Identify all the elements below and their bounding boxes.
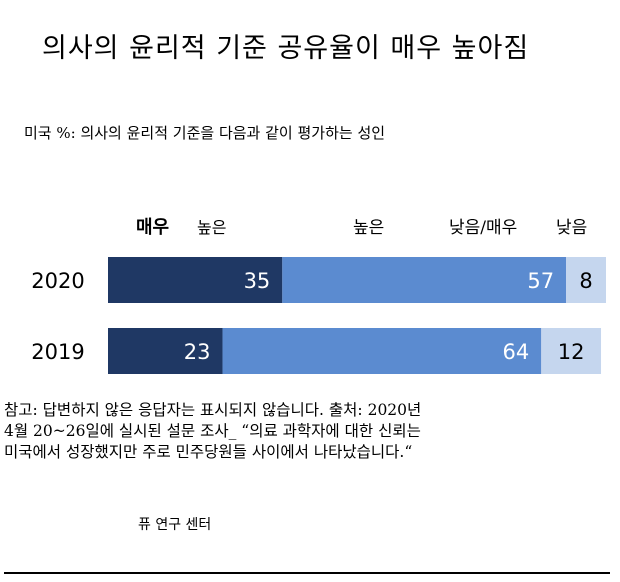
bar-segment bbox=[108, 257, 283, 303]
data-label: 64 bbox=[503, 340, 530, 364]
data-label: 8 bbox=[579, 269, 592, 293]
chart-title: 의사의 윤리적 기준 공유율이 매우 높아짐 bbox=[42, 33, 530, 64]
category-label: 2020 bbox=[31, 269, 84, 293]
legend-label: 낮음/매우 bbox=[449, 218, 517, 238]
notes: 참고: 답변하지 않은 응답자는 표시되지 않습니다. 출처: 2020년 4월… bbox=[4, 400, 616, 463]
note-line: 미국에서 성장했지만 주로 민주당원들 사이에서 나타났습니다.“ bbox=[4, 443, 413, 461]
legend-label: 높은 bbox=[197, 218, 226, 237]
bar-segment bbox=[222, 328, 542, 374]
bar-segment bbox=[566, 257, 606, 303]
legend-label: 매우 bbox=[136, 217, 169, 238]
legend-label: 낮음 bbox=[556, 218, 587, 238]
bar-segment bbox=[541, 328, 602, 374]
data-label: 12 bbox=[558, 340, 585, 364]
note-line: 참고: 답변하지 않은 응답자는 표시되지 않습니다. 출처: 2020년 bbox=[4, 401, 422, 419]
category-label: 2019 bbox=[31, 340, 84, 364]
source-credit: 퓨 연구 센터 bbox=[138, 517, 212, 533]
bar-segment bbox=[108, 328, 223, 374]
data-label: 57 bbox=[527, 269, 554, 293]
legend-label: 높은 bbox=[353, 218, 384, 238]
data-label: 35 bbox=[244, 269, 271, 293]
stacked-bar-chart: 매우 높은 높은 낮음/매우 낮음 2020 35 57 8 2019 23 64 12 bbox=[31, 217, 606, 374]
data-label: 23 bbox=[184, 340, 211, 364]
bottom-rule bbox=[4, 572, 610, 574]
chart-subtitle: 미국 %: 의사의 윤리적 기준을 다음과 같이 평가하는 성인 bbox=[24, 124, 386, 142]
note-line: 4월 20~26일에 실시된 설문 조사_ “의료 과학자에 대한 신뢰는 bbox=[4, 422, 421, 440]
bar-segment bbox=[282, 257, 567, 303]
